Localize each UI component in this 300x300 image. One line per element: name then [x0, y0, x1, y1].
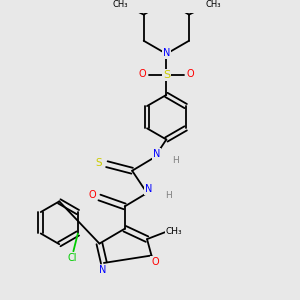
Text: O: O — [151, 257, 159, 267]
Text: CH₃: CH₃ — [205, 0, 220, 9]
Text: O: O — [88, 190, 96, 200]
Text: N: N — [163, 48, 170, 58]
Text: S: S — [163, 70, 170, 80]
Text: CH₃: CH₃ — [112, 0, 128, 9]
Text: CH₃: CH₃ — [166, 227, 182, 236]
Text: N: N — [145, 184, 152, 194]
Text: N: N — [99, 266, 106, 275]
Text: Cl: Cl — [68, 253, 77, 263]
Text: O: O — [187, 69, 195, 79]
Text: H: H — [165, 191, 172, 200]
Text: N: N — [153, 149, 160, 159]
Text: H: H — [172, 155, 179, 164]
Text: S: S — [95, 158, 102, 168]
Text: O: O — [138, 69, 146, 79]
